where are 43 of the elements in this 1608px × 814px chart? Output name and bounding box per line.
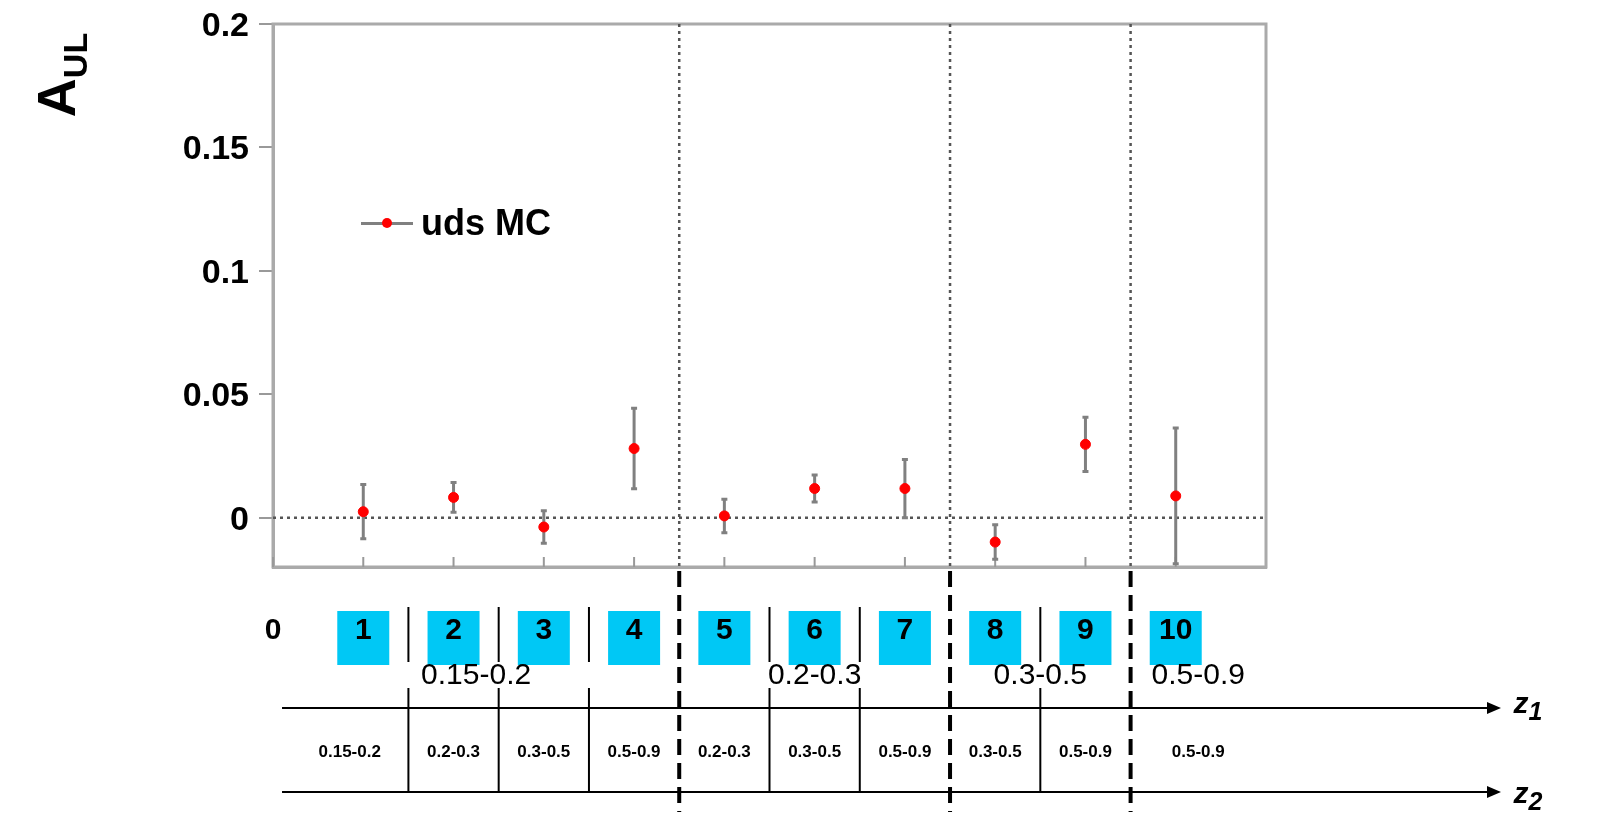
text: 0.15-0.2 bbox=[421, 657, 532, 691]
point bbox=[809, 483, 821, 495]
point bbox=[718, 510, 730, 522]
text: 0.5-0.9 bbox=[878, 742, 932, 762]
x-tick-label: 6 bbox=[806, 612, 823, 646]
text: 0.2-0.3 bbox=[427, 742, 480, 762]
x-tick-label: 5 bbox=[716, 612, 733, 646]
text: 0.3-0.5 bbox=[788, 742, 842, 762]
x-tick-label: 3 bbox=[535, 612, 553, 646]
y-tick-label: 0.2 bbox=[201, 5, 249, 43]
text: 0.3-0.5 bbox=[517, 742, 571, 762]
point bbox=[1079, 438, 1091, 450]
x-tick-label: 2 bbox=[445, 612, 462, 646]
point bbox=[989, 536, 1001, 548]
text: 0.5-0.9 bbox=[607, 742, 661, 762]
text: 0.2-0.3 bbox=[767, 657, 862, 691]
point bbox=[538, 521, 550, 533]
text: 0.5-0.9 bbox=[1058, 742, 1112, 762]
x-tick-label: 1 bbox=[354, 612, 372, 646]
text: 0.2-0.3 bbox=[697, 742, 751, 762]
point bbox=[628, 443, 640, 455]
x-tick-label: 0 bbox=[264, 612, 282, 646]
text: 0.15-0.2 bbox=[318, 742, 381, 762]
text: 0.3-0.5 bbox=[993, 657, 1088, 691]
x-tick-label: 4 bbox=[625, 612, 643, 646]
x-tick-label: 8 bbox=[986, 612, 1004, 646]
point bbox=[899, 483, 911, 495]
legend-label: uds MC bbox=[421, 202, 551, 244]
y-tick-label: 0 bbox=[230, 498, 249, 537]
text: z$_{2}$ bbox=[1513, 776, 1543, 814]
point bbox=[1170, 490, 1182, 502]
x-tick-label: 10 bbox=[1159, 612, 1193, 646]
text: 0.3-0.5 bbox=[968, 742, 1022, 762]
point bbox=[448, 491, 460, 503]
y-tick-label: 0.1 bbox=[201, 251, 249, 290]
point bbox=[357, 506, 369, 518]
y-tick-label: 0.05 bbox=[182, 375, 249, 414]
text: 0.5-0.9 bbox=[1151, 657, 1245, 691]
text: 0.5-0.9 bbox=[1171, 742, 1225, 762]
x-tick-label: 9 bbox=[1077, 612, 1094, 646]
x-tick-label: 7 bbox=[896, 612, 914, 646]
text: z$_{1}$ bbox=[1513, 686, 1543, 726]
y-tick-label: 0.15 bbox=[182, 128, 249, 167]
